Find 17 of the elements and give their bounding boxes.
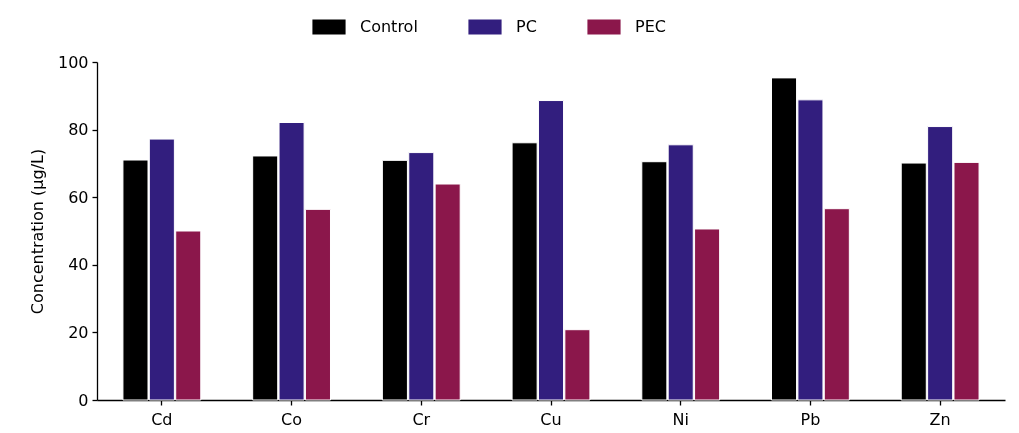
y-tick-label: 100	[57, 52, 89, 72]
x-tick-label: Cu	[540, 409, 562, 429]
legend-label: PEC	[635, 17, 666, 36]
y-axis-title: Concentration (μg/L)	[27, 148, 47, 315]
x-tick-label: Zn	[929, 409, 951, 429]
y-tick-label: 80	[68, 120, 89, 140]
x-tick-label: Ni	[672, 409, 689, 429]
x-tick-label: Pb	[800, 409, 821, 429]
x-tick-label: Cd	[151, 409, 173, 429]
x-tick-label: Cr	[412, 409, 431, 429]
y-tick-label: 40	[68, 255, 89, 275]
x-tick-label: Co	[281, 409, 303, 429]
y-tick-label: 60	[68, 187, 89, 207]
legend-label: PC	[516, 17, 537, 36]
y-tick-label: 20	[68, 322, 89, 342]
legend-label: Control	[360, 17, 418, 36]
y-tick-label: 0	[78, 390, 89, 410]
